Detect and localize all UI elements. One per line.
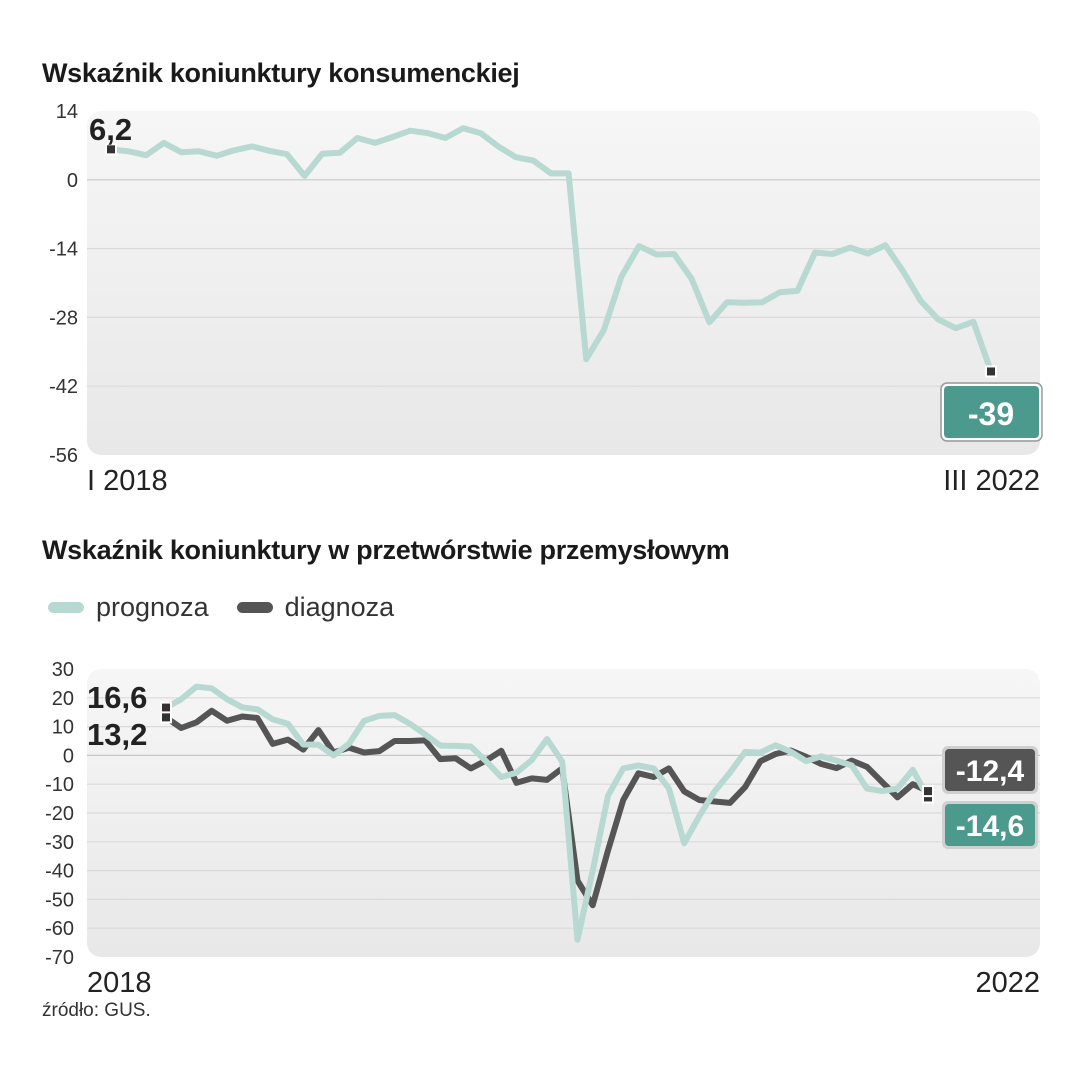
start-marker-diagnoza (160, 711, 172, 724)
y-tick-label-1: -30 (45, 832, 74, 854)
y-tick-label-0: -56 (49, 445, 78, 467)
source-note: źródło: GUS. (42, 1000, 151, 1021)
y-tick-label-0: 0 (67, 170, 78, 192)
end-marker-consumer (985, 365, 997, 378)
x-label-start-0: I 2018 (87, 465, 168, 497)
legend-item-prognoza: prognoza (48, 592, 209, 623)
y-tick-label-0: 14 (56, 101, 78, 123)
legend-label-prognoza: prognoza (96, 592, 209, 622)
legend-item-diagnoza: diagnoza (236, 592, 395, 623)
start-value-label-prognoza: 16,6 (87, 680, 147, 715)
start-marker-consumer (105, 143, 117, 156)
end-value-label-consumer: -39 (968, 396, 1014, 432)
y-tick-label-1: -10 (45, 774, 74, 796)
x-label-start-1: 2018 (87, 967, 152, 999)
y-tick-label-1: 20 (52, 688, 74, 710)
y-tick-label-1: 10 (52, 717, 74, 739)
end-value-badge-prognoza (945, 804, 1035, 846)
x-label-end-1: 2022 (975, 967, 1040, 999)
end-value-label-prognoza: -14,6 (956, 810, 1024, 843)
end-value-badge-outline-consumer (940, 382, 1043, 442)
series-line-prognoza (163, 683, 931, 943)
x-label-end-0: III 2022 (943, 465, 1040, 497)
y-tick-label-0: -14 (49, 239, 78, 261)
start-value-label-diagnoza: 13,2 (87, 717, 147, 752)
chart-title-consumer: Wskaźnik koniunktury konsumenckiej (42, 58, 520, 88)
y-tick-label-1: -50 (45, 889, 74, 911)
series-line-consumer (108, 125, 994, 375)
y-tick-label-1: 0 (63, 745, 74, 767)
y-tick-label-1: 30 (52, 659, 74, 681)
end-value-badge-diagnoza (945, 749, 1035, 791)
y-tick-label-1: -70 (45, 947, 74, 969)
start-marker-prognoza (160, 701, 172, 714)
chart-title-manufacturing: Wskaźnik koniunktury w przetwórstwie prz… (42, 535, 730, 565)
legend-swatch-diagnoza (236, 602, 273, 613)
legend: prognoza diagnoza (48, 592, 422, 623)
legend-swatch-prognoza (48, 602, 84, 613)
end-marker-diagnoza (922, 785, 934, 798)
y-tick-label-1: -40 (45, 861, 74, 883)
y-tick-label-0: -42 (49, 376, 78, 398)
plot-background-0 (87, 111, 1040, 455)
legend-label-diagnoza: diagnoza (284, 592, 395, 622)
y-tick-label-1: -20 (45, 803, 74, 825)
end-value-label-diagnoza: -12,4 (956, 755, 1025, 788)
y-tick-label-1: -60 (45, 918, 74, 940)
y-tick-label-0: -28 (49, 307, 78, 329)
end-value-badge-consumer (942, 384, 1041, 440)
start-value-label-consumer: 6,2 (89, 112, 132, 147)
